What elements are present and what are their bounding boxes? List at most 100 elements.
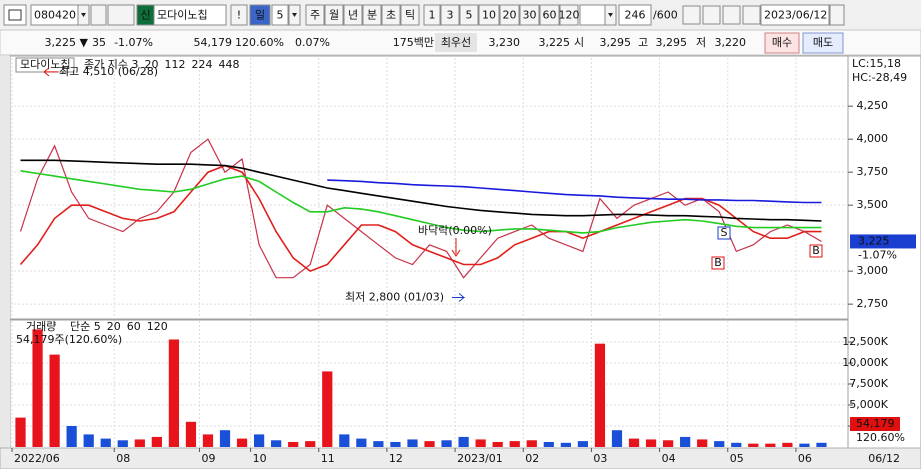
last-change: -1.07% (858, 248, 897, 261)
signal: B (714, 256, 722, 269)
button[interactable] (271, 4, 289, 26)
x-tick-label: 11 (321, 452, 335, 465)
dropdown-arrow (608, 13, 613, 17)
volume-bar (628, 438, 640, 447)
x-tick-label: 2022/06 (14, 452, 60, 465)
button[interactable] (440, 4, 460, 26)
button-label: 년 (348, 9, 358, 22)
button-label: 1 (429, 9, 436, 22)
volume-current: 54,179주(120.60%) (16, 333, 122, 346)
y-tick-label: 3,000 (857, 264, 889, 277)
button[interactable] (153, 4, 227, 26)
button[interactable] (343, 4, 363, 26)
legend-entry: 종가 지수 3 (84, 58, 138, 71)
button[interactable] (499, 4, 520, 26)
volume-bar (339, 434, 350, 447)
price-panel (9, 55, 849, 320)
legend-entry: 112 (164, 58, 185, 71)
volume-bar (168, 339, 180, 447)
button-label: 60 (543, 9, 557, 22)
last-volume: 54,179 (856, 417, 895, 430)
quote-turnover: 0.07% (295, 36, 330, 49)
button[interactable] (362, 4, 382, 26)
button[interactable] (760, 4, 830, 26)
legend-title: 모다이노칩 (20, 58, 71, 71)
sound-btn[interactable] (107, 4, 135, 26)
volume-bar (219, 430, 231, 447)
volume-bar (492, 441, 503, 447)
volume-bar (526, 440, 537, 447)
tool-icon[interactable] (722, 5, 741, 25)
button-label: 주 (310, 9, 320, 22)
button[interactable] (305, 4, 325, 26)
volume-bar (32, 329, 43, 447)
volume-bar (407, 439, 418, 447)
volume-bar (748, 443, 759, 447)
tool-icon[interactable] (682, 5, 701, 25)
menu-glyph (8, 9, 22, 21)
volume-bar (475, 439, 486, 447)
button-label: 2023/06/12 (764, 9, 827, 22)
button[interactable] (324, 4, 344, 26)
signal-box (711, 256, 725, 270)
y-tick-label: 10,000K (842, 356, 888, 369)
volume-bar (799, 443, 810, 447)
volume-bar (816, 442, 827, 447)
quote-high: 3,295 (656, 36, 688, 49)
volume-bar (134, 439, 145, 447)
button[interactable] (618, 4, 652, 26)
button[interactable] (478, 4, 500, 26)
button[interactable] (249, 4, 271, 26)
volume-bar (356, 438, 367, 447)
button-label: 5 (277, 9, 284, 22)
count-max: /600 (653, 9, 678, 22)
volume-bar (424, 441, 435, 447)
volume-panel (9, 319, 849, 449)
low-arrow (452, 293, 466, 302)
high-arrow (43, 67, 58, 77)
volume-bar (662, 440, 674, 447)
floor-label: 바닥락(0.00%) (418, 224, 492, 237)
button[interactable] (519, 4, 540, 26)
tool-icon[interactable] (702, 5, 721, 25)
calendar-btn[interactable] (829, 4, 845, 26)
volume-bar (441, 440, 452, 447)
date-axis (0, 447, 921, 469)
button-label: 246 (625, 9, 646, 22)
end-date: 06/12 (868, 452, 900, 465)
signal: S (721, 226, 728, 239)
volume-bar (543, 441, 554, 447)
volume-bar (390, 441, 401, 447)
quote-bid: 3,225 (539, 36, 571, 49)
sell-btn[interactable] (802, 32, 844, 54)
x-tick-label: 09 (201, 452, 215, 465)
buy-btn[interactable] (764, 32, 800, 54)
quote-buy: 매수 (772, 36, 792, 49)
volume-bar (594, 343, 606, 447)
menu-icon[interactable] (3, 4, 27, 26)
button[interactable] (539, 4, 560, 26)
search-btn[interactable] (90, 4, 107, 26)
button[interactable] (381, 4, 401, 26)
tool-icon[interactable] (742, 5, 761, 25)
legend-entry: 120 (147, 320, 168, 333)
last-volume-box (850, 417, 900, 431)
button[interactable] (559, 4, 579, 26)
button[interactable] (459, 4, 479, 26)
best-bg (435, 33, 477, 52)
series-line (327, 179, 822, 204)
volume-title: 거래량 (26, 320, 56, 333)
dropdown-arrow (292, 13, 297, 17)
button[interactable] (400, 4, 420, 26)
volume-bar (645, 439, 657, 447)
y-tick-label: 7,500K (849, 377, 888, 390)
volume-bar (714, 441, 725, 447)
button-label: 10 (482, 9, 496, 22)
legend-entry: 60 (127, 320, 141, 333)
button-label: 월 (329, 9, 339, 22)
volume-bar (560, 442, 571, 447)
button-label: 5 (466, 9, 473, 22)
series-line (19, 138, 822, 279)
button[interactable] (230, 4, 248, 26)
button[interactable] (423, 4, 441, 26)
